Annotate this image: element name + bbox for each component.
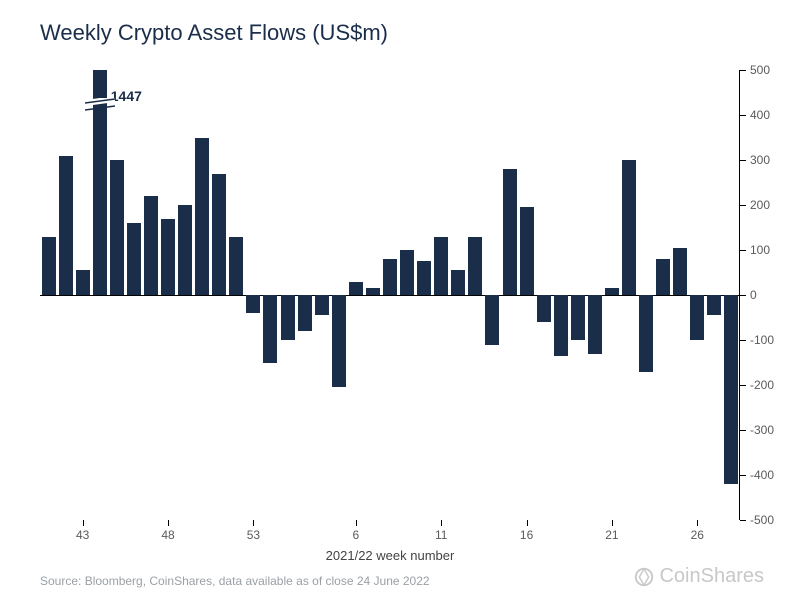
logo-icon [633, 566, 655, 588]
bar [605, 288, 619, 295]
x-axis-label: 2021/22 week number [326, 548, 455, 563]
bar [229, 237, 243, 296]
bar [42, 237, 56, 296]
logo-text: CoinShares [659, 565, 764, 588]
bar [434, 237, 448, 296]
plot-area: -500-400-300-200-10001002003004005004348… [40, 70, 740, 520]
x-tick-mark [83, 520, 84, 526]
y-tick-mark [740, 250, 746, 251]
bar [622, 160, 636, 295]
bar [690, 295, 704, 340]
x-tick-label: 16 [520, 528, 533, 542]
bar [315, 295, 329, 315]
x-tick-mark [612, 520, 613, 526]
bar [59, 156, 73, 296]
bar [144, 196, 158, 295]
y-tick-mark [740, 340, 746, 341]
x-tick-label: 26 [691, 528, 704, 542]
bar [485, 295, 499, 345]
bar [298, 295, 312, 331]
y-tick-mark [740, 115, 746, 116]
y-tick-mark [740, 295, 746, 296]
bar-annotation: 1447 [111, 88, 142, 104]
bar [110, 160, 124, 295]
y-tick-mark [740, 520, 746, 521]
bar [400, 250, 414, 295]
x-tick-mark [253, 520, 254, 526]
bar [332, 295, 346, 387]
y-tick-mark [740, 475, 746, 476]
x-tick-mark [697, 520, 698, 526]
bar [707, 295, 721, 315]
bar [349, 282, 363, 296]
x-tick-mark [441, 520, 442, 526]
x-tick-mark [356, 520, 357, 526]
bar [673, 248, 687, 295]
y-tick-mark [740, 385, 746, 386]
bar [417, 261, 431, 295]
y-tick-mark [740, 70, 746, 71]
bar [76, 270, 90, 295]
x-tick-label: 48 [161, 528, 174, 542]
bar [281, 295, 295, 340]
y-tick-mark [740, 205, 746, 206]
x-tick-mark [527, 520, 528, 526]
bar [383, 259, 397, 295]
bar [639, 295, 653, 372]
bar [127, 223, 141, 295]
bar [178, 205, 192, 295]
bar [520, 207, 534, 295]
y-tick-mark [740, 430, 746, 431]
bar [656, 259, 670, 295]
bar [93, 70, 107, 295]
bar [537, 295, 551, 322]
coinshares-logo: CoinShares [633, 565, 764, 588]
x-tick-label: 53 [247, 528, 260, 542]
x-tick-label: 43 [76, 528, 89, 542]
bar [212, 174, 226, 296]
bar [503, 169, 517, 295]
chart-container: Weekly Crypto Asset Flows (US$m) -500-40… [0, 0, 800, 600]
x-axis [40, 295, 740, 296]
x-tick-label: 6 [353, 528, 360, 542]
source-text: Source: Bloomberg, CoinShares, data avai… [40, 574, 430, 588]
bar [246, 295, 260, 313]
bar [263, 295, 277, 363]
bar [554, 295, 568, 356]
x-tick-label: 11 [435, 528, 447, 542]
bar [161, 219, 175, 296]
x-tick-label: 21 [605, 528, 618, 542]
y-tick-mark [740, 160, 746, 161]
bar [588, 295, 602, 354]
bar [571, 295, 585, 340]
bar [724, 295, 738, 484]
x-tick-mark [168, 520, 169, 526]
bar [366, 288, 380, 295]
bar [468, 237, 482, 296]
bar [451, 270, 465, 295]
bar [195, 138, 209, 296]
chart-title: Weekly Crypto Asset Flows (US$m) [40, 20, 388, 46]
